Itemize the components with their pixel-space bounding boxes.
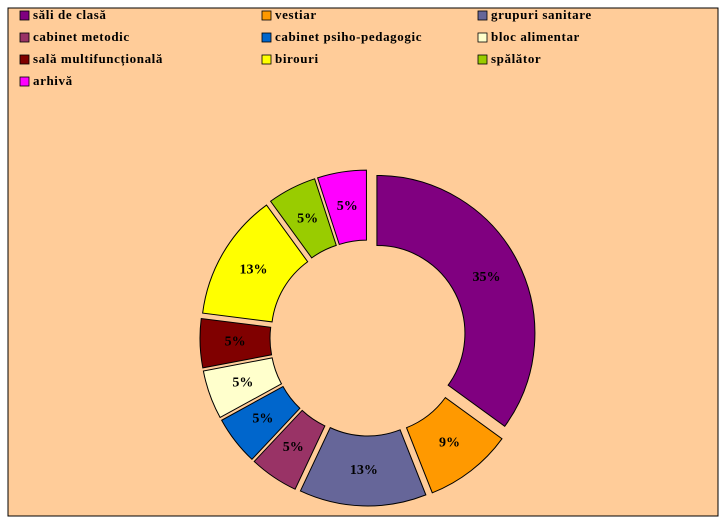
slice [253, 409, 326, 490]
data-label: 5% [232, 375, 253, 390]
slice [299, 426, 427, 507]
chart-area [7, 7, 719, 517]
data-label: 5% [225, 334, 246, 349]
legend-swatch [477, 32, 488, 43]
data-label: 9% [439, 435, 460, 450]
legend-swatch [19, 54, 30, 65]
legend-swatch [477, 10, 488, 21]
legend-label: grupuri sanitare [491, 7, 592, 22]
legend-label: birouri [275, 51, 319, 66]
legend-swatch [19, 10, 30, 21]
legend-label: arhivă [33, 73, 73, 88]
slice [202, 204, 309, 323]
legend-swatch [19, 76, 30, 87]
slice [405, 396, 503, 494]
slice [316, 169, 367, 246]
legend-label: cabinet metodic [33, 29, 130, 44]
data-label: 5% [337, 199, 358, 214]
legend-swatch [477, 54, 488, 65]
legend-swatch [261, 54, 272, 65]
data-label: 5% [297, 212, 318, 227]
legend-label: spălător [491, 51, 541, 66]
legend-label: vestiar [275, 7, 317, 22]
legend-label: sală multifuncțională [33, 51, 163, 67]
legend-label: bloc alimentar [491, 29, 580, 44]
legend-swatch [261, 10, 272, 21]
legend-label: cabinet psiho-pedagogic [275, 29, 422, 44]
slice [202, 357, 283, 419]
slice [376, 174, 536, 428]
slice [220, 385, 301, 461]
legend-label: săli de clasă [33, 7, 107, 22]
data-label: 13% [350, 463, 378, 478]
slice [199, 317, 273, 369]
data-label: 35% [473, 270, 501, 285]
legend-swatch [261, 32, 272, 43]
legend-swatch [19, 32, 30, 43]
data-label: 5% [252, 412, 273, 427]
data-label: 5% [283, 440, 304, 455]
data-label: 13% [240, 263, 268, 278]
slice [269, 178, 337, 259]
